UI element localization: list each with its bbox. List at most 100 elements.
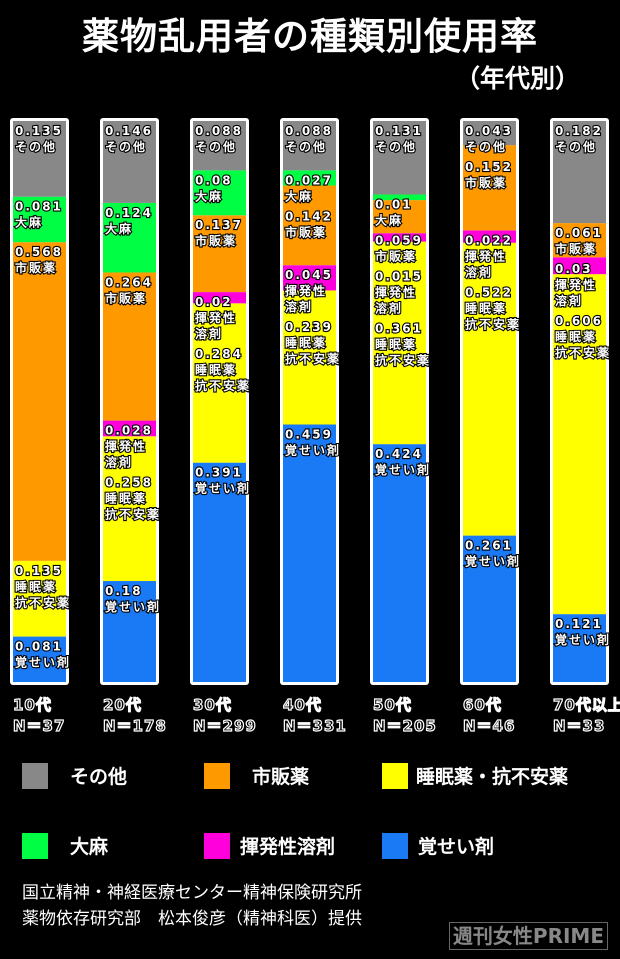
data-label: 0.015 bbox=[375, 269, 423, 283]
series-label: 睡眠薬 bbox=[375, 336, 417, 351]
bar-segment bbox=[553, 274, 606, 615]
legend-item-sleep: 睡眠薬・抗不安薬 bbox=[382, 762, 568, 789]
bar-10代: 0.135その他0.081大麻0.568市販薬0.135睡眠薬抗不安薬0.081… bbox=[10, 118, 71, 685]
data-label: 0.088 bbox=[195, 124, 243, 138]
series-label: 市販薬 bbox=[195, 233, 237, 248]
bar-segment bbox=[103, 420, 156, 437]
series-label: 睡眠薬 bbox=[465, 300, 507, 315]
bar-segment bbox=[373, 200, 426, 234]
bar-segment bbox=[463, 145, 516, 231]
source-line-2: 薬物依存研究部 松本俊彦（精神科医）提供 bbox=[22, 909, 362, 929]
data-label: 0.568 bbox=[15, 245, 63, 259]
data-label: 0.606 bbox=[555, 314, 603, 328]
series-label: 抗不安薬 bbox=[105, 507, 161, 522]
series-label: 覚せい剤 bbox=[105, 599, 161, 614]
data-label: 0.08 bbox=[195, 173, 233, 187]
series-label: 睡眠薬 bbox=[555, 329, 597, 344]
bar-segment bbox=[463, 242, 516, 536]
legend-label: 市販薬 bbox=[252, 766, 310, 788]
chart-subtitle: （年代別） bbox=[454, 64, 580, 93]
legend-label: 大麻 bbox=[70, 836, 109, 858]
legend-label: その他 bbox=[70, 766, 128, 788]
series-label: その他 bbox=[195, 139, 237, 154]
legend-swatch bbox=[22, 762, 48, 789]
series-label: 大麻 bbox=[375, 212, 403, 227]
series-label: その他 bbox=[15, 139, 57, 154]
data-label: 0.027 bbox=[285, 173, 333, 187]
series-label: 市販薬 bbox=[375, 248, 417, 263]
data-label: 0.022 bbox=[465, 233, 513, 247]
bar-segment bbox=[283, 185, 336, 266]
x-tick-label: 40代 bbox=[283, 696, 322, 714]
data-label: 0.01 bbox=[375, 197, 413, 211]
bar-segment bbox=[283, 265, 336, 291]
series-label: 抗不安薬 bbox=[465, 316, 521, 331]
bar-segment bbox=[283, 290, 336, 425]
series-label: 溶剤 bbox=[285, 299, 313, 314]
series-label: 揮発性 bbox=[285, 283, 327, 298]
series-label: 覚せい剤 bbox=[465, 554, 521, 569]
data-label: 0.18 bbox=[105, 584, 143, 598]
series-label: 市販薬 bbox=[465, 175, 507, 190]
data-label: 0.028 bbox=[105, 424, 153, 438]
data-label: 0.264 bbox=[105, 275, 153, 289]
series-label: 溶剤 bbox=[105, 455, 133, 470]
series-label: 抗不安薬 bbox=[375, 352, 431, 367]
data-label: 0.121 bbox=[555, 617, 603, 631]
series-label: 覚せい剤 bbox=[285, 443, 341, 458]
series-label: 大麻 bbox=[15, 215, 43, 230]
bar-segment bbox=[373, 233, 426, 242]
sample-size-label: N＝205 bbox=[373, 717, 437, 735]
bar-segment bbox=[373, 444, 426, 682]
x-tick-label: 60代 bbox=[463, 696, 502, 714]
series-label: その他 bbox=[285, 139, 327, 154]
bar-segment bbox=[193, 215, 246, 293]
sample-size-label: N＝299 bbox=[193, 717, 257, 735]
x-tick-label: 30代 bbox=[193, 696, 232, 714]
data-label: 0.424 bbox=[375, 447, 423, 461]
bar-segment bbox=[103, 436, 156, 582]
series-label: 揮発性 bbox=[375, 284, 417, 299]
series-label: 大麻 bbox=[285, 188, 313, 203]
bar-segment bbox=[283, 121, 336, 171]
series-label: 揮発性 bbox=[465, 248, 507, 263]
data-label: 0.152 bbox=[465, 160, 513, 174]
series-label: 覚せい剤 bbox=[195, 481, 251, 496]
data-label: 0.258 bbox=[105, 476, 153, 490]
series-label: 覚せい剤 bbox=[15, 655, 71, 670]
source-note: 国立精神・神経医療センター精神保険研究所 薬物依存研究部 松本俊彦（精神科医）提… bbox=[22, 880, 362, 932]
series-label: 覚せい剤 bbox=[555, 632, 611, 647]
bar-segment bbox=[463, 535, 516, 682]
bar-segment bbox=[13, 560, 66, 637]
bar-segment bbox=[193, 170, 246, 216]
series-label: 揮発性 bbox=[105, 439, 147, 454]
data-label: 0.02 bbox=[195, 295, 233, 309]
series-label: 抗不安薬 bbox=[15, 595, 71, 610]
data-label: 0.182 bbox=[555, 124, 603, 138]
bar-segment bbox=[193, 292, 246, 304]
data-label: 0.03 bbox=[555, 262, 593, 276]
series-label: 市販薬 bbox=[555, 241, 597, 256]
bar-segment bbox=[193, 462, 246, 682]
series-label: 市販薬 bbox=[15, 260, 57, 275]
series-label: 溶剤 bbox=[555, 293, 583, 308]
bar-segment bbox=[553, 121, 606, 224]
series-label: その他 bbox=[555, 139, 597, 154]
sample-size-label: N＝46 bbox=[463, 717, 515, 735]
series-label: 睡眠薬 bbox=[195, 362, 237, 377]
x-tick-label: 70代以上 bbox=[553, 696, 620, 714]
sample-size-label: N＝178 bbox=[103, 717, 167, 735]
legend-label: 揮発性溶剤 bbox=[240, 836, 336, 858]
bar-segment bbox=[373, 241, 426, 445]
x-tick-label: 10代 bbox=[13, 696, 52, 714]
series-label: 睡眠薬 bbox=[105, 491, 147, 506]
bar-segment bbox=[553, 223, 606, 258]
data-label: 0.081 bbox=[15, 640, 63, 654]
series-label: 覚せい剤 bbox=[375, 462, 431, 477]
series-label: 溶剤 bbox=[375, 300, 403, 315]
